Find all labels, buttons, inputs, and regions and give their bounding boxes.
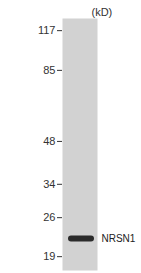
svg-text:117: 117	[38, 24, 56, 36]
svg-text:(kD): (kD)	[92, 6, 113, 18]
svg-text:85: 85	[43, 64, 55, 76]
svg-text:NRSN1: NRSN1	[102, 233, 136, 244]
svg-text:48: 48	[43, 135, 55, 147]
svg-text:34: 34	[43, 178, 55, 190]
svg-text:26: 26	[43, 211, 55, 223]
svg-text:19: 19	[43, 250, 55, 262]
